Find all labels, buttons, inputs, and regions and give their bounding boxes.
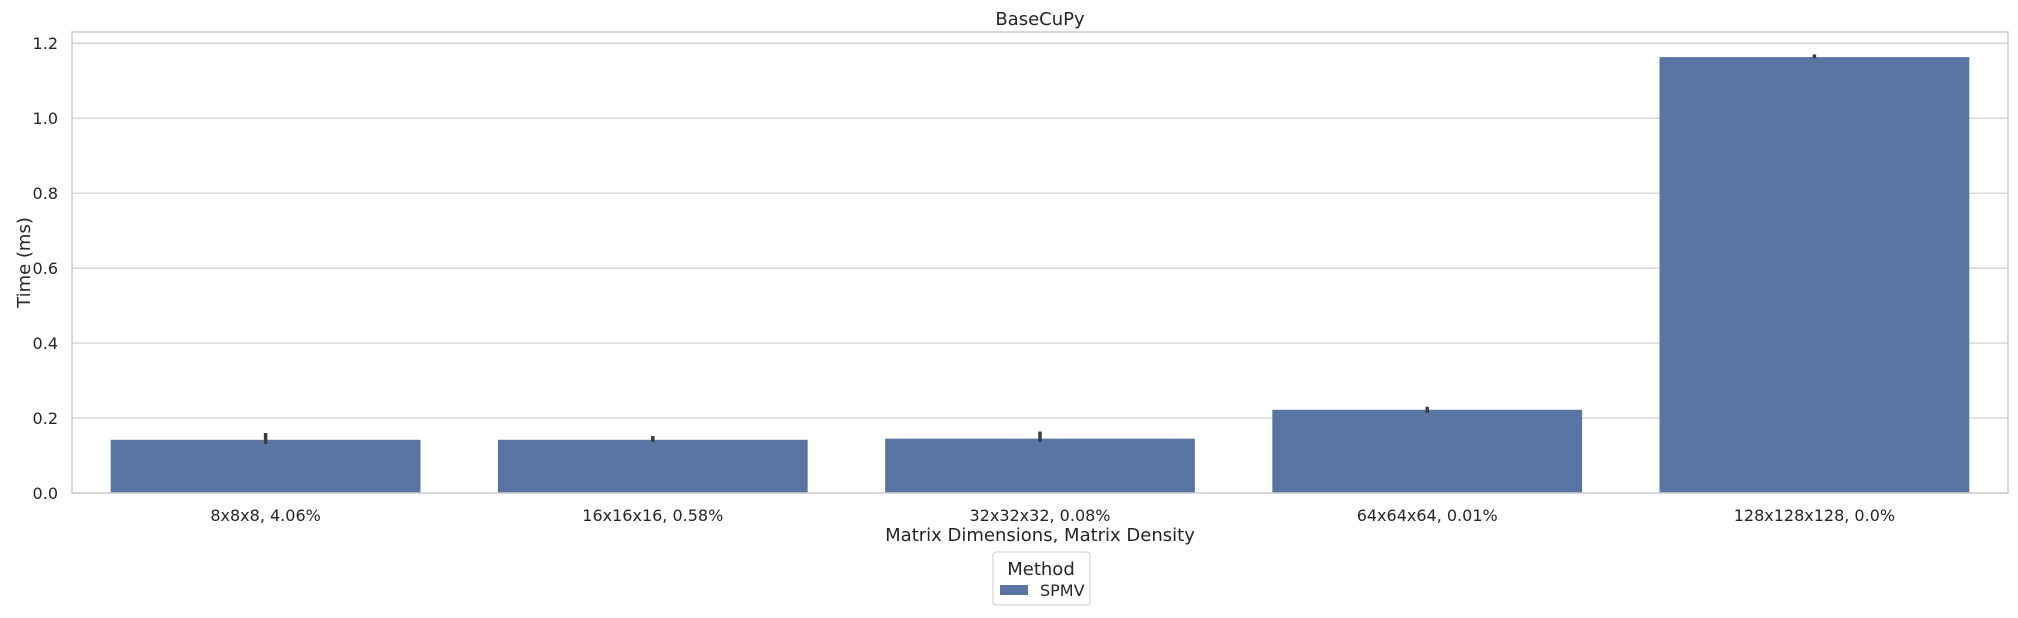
x-tick-label: 64x64x64, 0.01%	[1357, 506, 1498, 525]
y-tick-label: 1.0	[33, 109, 58, 128]
x-tick-label: 32x32x32, 0.08%	[969, 506, 1110, 525]
y-axis-ticks: 0.0 0.2 0.4 0.6 0.8 1.0 1.2	[33, 34, 58, 503]
chart-title: BaseCuPy	[995, 9, 1085, 30]
x-axis-ticks: 8x8x8, 4.06% 16x16x16, 0.58% 32x32x32, 0.0…	[210, 506, 1895, 525]
y-tick-label: 0.2	[33, 409, 58, 428]
x-axis-title: Matrix Dimensions, Matrix Density	[885, 525, 1195, 546]
y-tick-label: 0.6	[33, 259, 58, 278]
x-tick-label: 16x16x16, 0.58%	[582, 506, 723, 525]
bars	[110, 57, 1970, 493]
y-tick-label: 0.0	[33, 484, 58, 503]
y-tick-label: 0.8	[33, 184, 58, 203]
plot-frame	[71, 31, 2009, 494]
x-tick-label: 128x128x128, 0.0%	[1734, 506, 1895, 525]
grid	[72, 42, 2008, 494]
legend-title: Method	[1007, 559, 1075, 580]
error-bars	[263, 54, 1817, 444]
y-axis-title: Time (ms)	[14, 217, 35, 309]
legend-label: SPMV	[1040, 581, 1085, 600]
bar	[110, 439, 421, 493]
bar	[497, 439, 808, 493]
legend: Method SPMV	[992, 551, 1091, 606]
legend-swatch	[1000, 585, 1028, 595]
bar	[1659, 57, 1970, 493]
y-tick-label: 0.4	[33, 334, 58, 353]
bar	[885, 438, 1195, 493]
y-tick-label: 1.2	[33, 34, 58, 53]
x-tick-label: 8x8x8, 4.06%	[210, 506, 320, 525]
bar	[1272, 409, 1583, 493]
